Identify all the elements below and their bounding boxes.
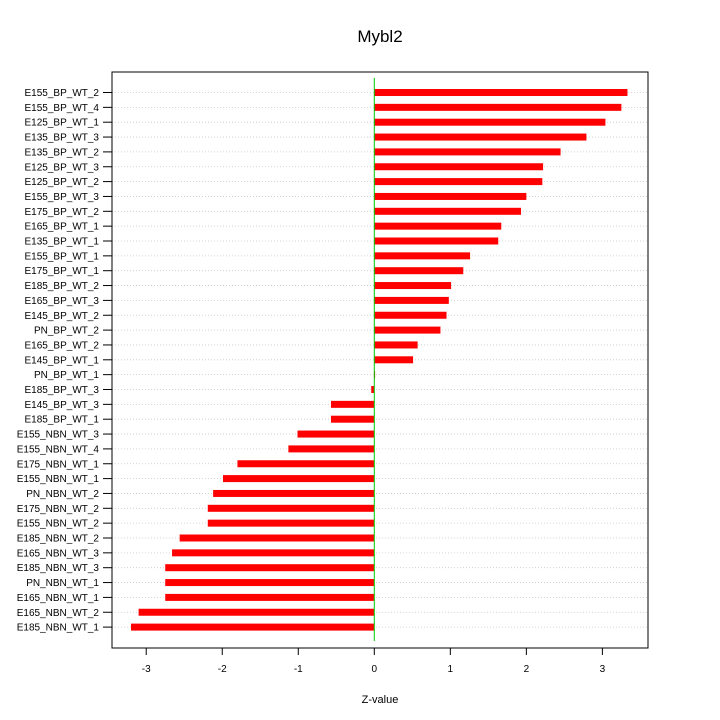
bar xyxy=(374,282,452,290)
bar xyxy=(371,386,375,393)
bar xyxy=(374,311,447,319)
category-label: E165_NBN_WT_1 xyxy=(17,593,100,604)
bar xyxy=(374,192,527,200)
category-label: E185_BP_WT_3 xyxy=(25,385,100,396)
category-label: E165_BP_WT_2 xyxy=(25,340,100,351)
x-axis-ticks: -3 -2 -1 0 1 2 3 xyxy=(142,648,606,675)
bar xyxy=(374,267,464,275)
bar xyxy=(165,579,375,587)
category-label: E185_BP_WT_1 xyxy=(25,415,100,426)
bar xyxy=(172,549,375,557)
bar xyxy=(213,489,375,497)
category-label: E185_NBN_WT_1 xyxy=(17,623,100,634)
category-label: E175_NBN_WT_1 xyxy=(17,459,100,470)
bar xyxy=(374,356,414,364)
category-label: E145_BP_WT_1 xyxy=(25,355,100,366)
x-tick-label: -1 xyxy=(294,664,303,675)
bar xyxy=(374,207,522,215)
category-label: E155_NBN_WT_1 xyxy=(17,474,100,485)
x-tick-label: 0 xyxy=(372,664,378,675)
bar xyxy=(374,163,544,171)
bar xyxy=(207,519,375,527)
category-label: E125_BP_WT_2 xyxy=(25,177,100,188)
bar xyxy=(374,341,418,349)
category-label: E155_BP_WT_2 xyxy=(25,88,100,99)
x-tick-label: -2 xyxy=(218,664,227,675)
x-tick-label: 3 xyxy=(600,664,606,675)
category-labels: E155_BP_WT_2 E155_BP_WT_4 E125_BP_WT_1 E135… xyxy=(17,88,112,634)
bar xyxy=(131,623,375,631)
bar xyxy=(374,103,622,111)
category-label: E135_BP_WT_2 xyxy=(25,147,100,158)
category-label: E175_BP_WT_1 xyxy=(25,266,100,277)
category-label: E185_NBN_WT_2 xyxy=(17,534,100,545)
category-label: PN_BP_WT_1 xyxy=(34,370,99,381)
category-label: E165_NBN_WT_3 xyxy=(17,548,100,559)
bar xyxy=(374,222,502,230)
category-label: E165_BP_WT_3 xyxy=(25,296,100,307)
x-tick-label: -3 xyxy=(142,664,151,675)
category-label: E155_BP_WT_3 xyxy=(25,192,100,203)
category-label: E155_NBN_WT_3 xyxy=(17,430,100,441)
category-label: E145_BP_WT_3 xyxy=(25,400,100,411)
bar xyxy=(165,593,375,601)
category-label: E185_NBN_WT_3 xyxy=(17,563,100,574)
bar xyxy=(374,178,543,186)
category-label: E145_BP_WT_2 xyxy=(25,311,100,322)
category-label: E155_BP_WT_4 xyxy=(25,103,100,114)
bar xyxy=(237,460,375,468)
category-label: E165_NBN_WT_2 xyxy=(17,608,100,619)
category-label: E175_NBN_WT_2 xyxy=(17,504,100,515)
category-label: PN_NBN_WT_1 xyxy=(26,578,99,589)
chart-title: Mybl2 xyxy=(357,27,402,46)
category-label: E135_BP_WT_1 xyxy=(25,237,100,248)
x-tick-label: 2 xyxy=(524,664,530,675)
category-label: E155_NBN_WT_4 xyxy=(17,444,100,455)
x-tick-label: 1 xyxy=(448,664,454,675)
bar xyxy=(374,252,471,260)
bar xyxy=(223,475,375,483)
bar xyxy=(330,415,375,423)
bar xyxy=(297,430,375,438)
category-label: E165_BP_WT_1 xyxy=(25,222,100,233)
category-label: E125_BP_WT_3 xyxy=(25,162,100,173)
category-label: PN_BP_WT_2 xyxy=(34,326,99,337)
category-label: E185_BP_WT_2 xyxy=(25,281,100,292)
bar xyxy=(374,118,606,126)
bars xyxy=(131,89,628,631)
x-axis-label: Z-value xyxy=(362,694,399,706)
bar xyxy=(374,296,449,304)
category-label: PN_NBN_WT_2 xyxy=(26,489,99,500)
category-label: E125_BP_WT_1 xyxy=(25,118,100,129)
bar xyxy=(165,564,375,572)
bar xyxy=(374,89,628,96)
bar xyxy=(374,326,441,334)
bar xyxy=(288,445,375,453)
category-label: E155_BP_WT_1 xyxy=(25,251,100,262)
bar xyxy=(138,608,375,616)
category-label: E135_BP_WT_3 xyxy=(25,133,100,144)
category-label: E175_BP_WT_2 xyxy=(25,207,100,218)
bar xyxy=(179,534,375,542)
bar xyxy=(374,133,587,141)
bar xyxy=(374,148,561,156)
bar xyxy=(207,504,375,512)
bar xyxy=(330,400,375,408)
category-label: E155_NBN_WT_2 xyxy=(17,519,100,530)
bar xyxy=(374,237,499,245)
